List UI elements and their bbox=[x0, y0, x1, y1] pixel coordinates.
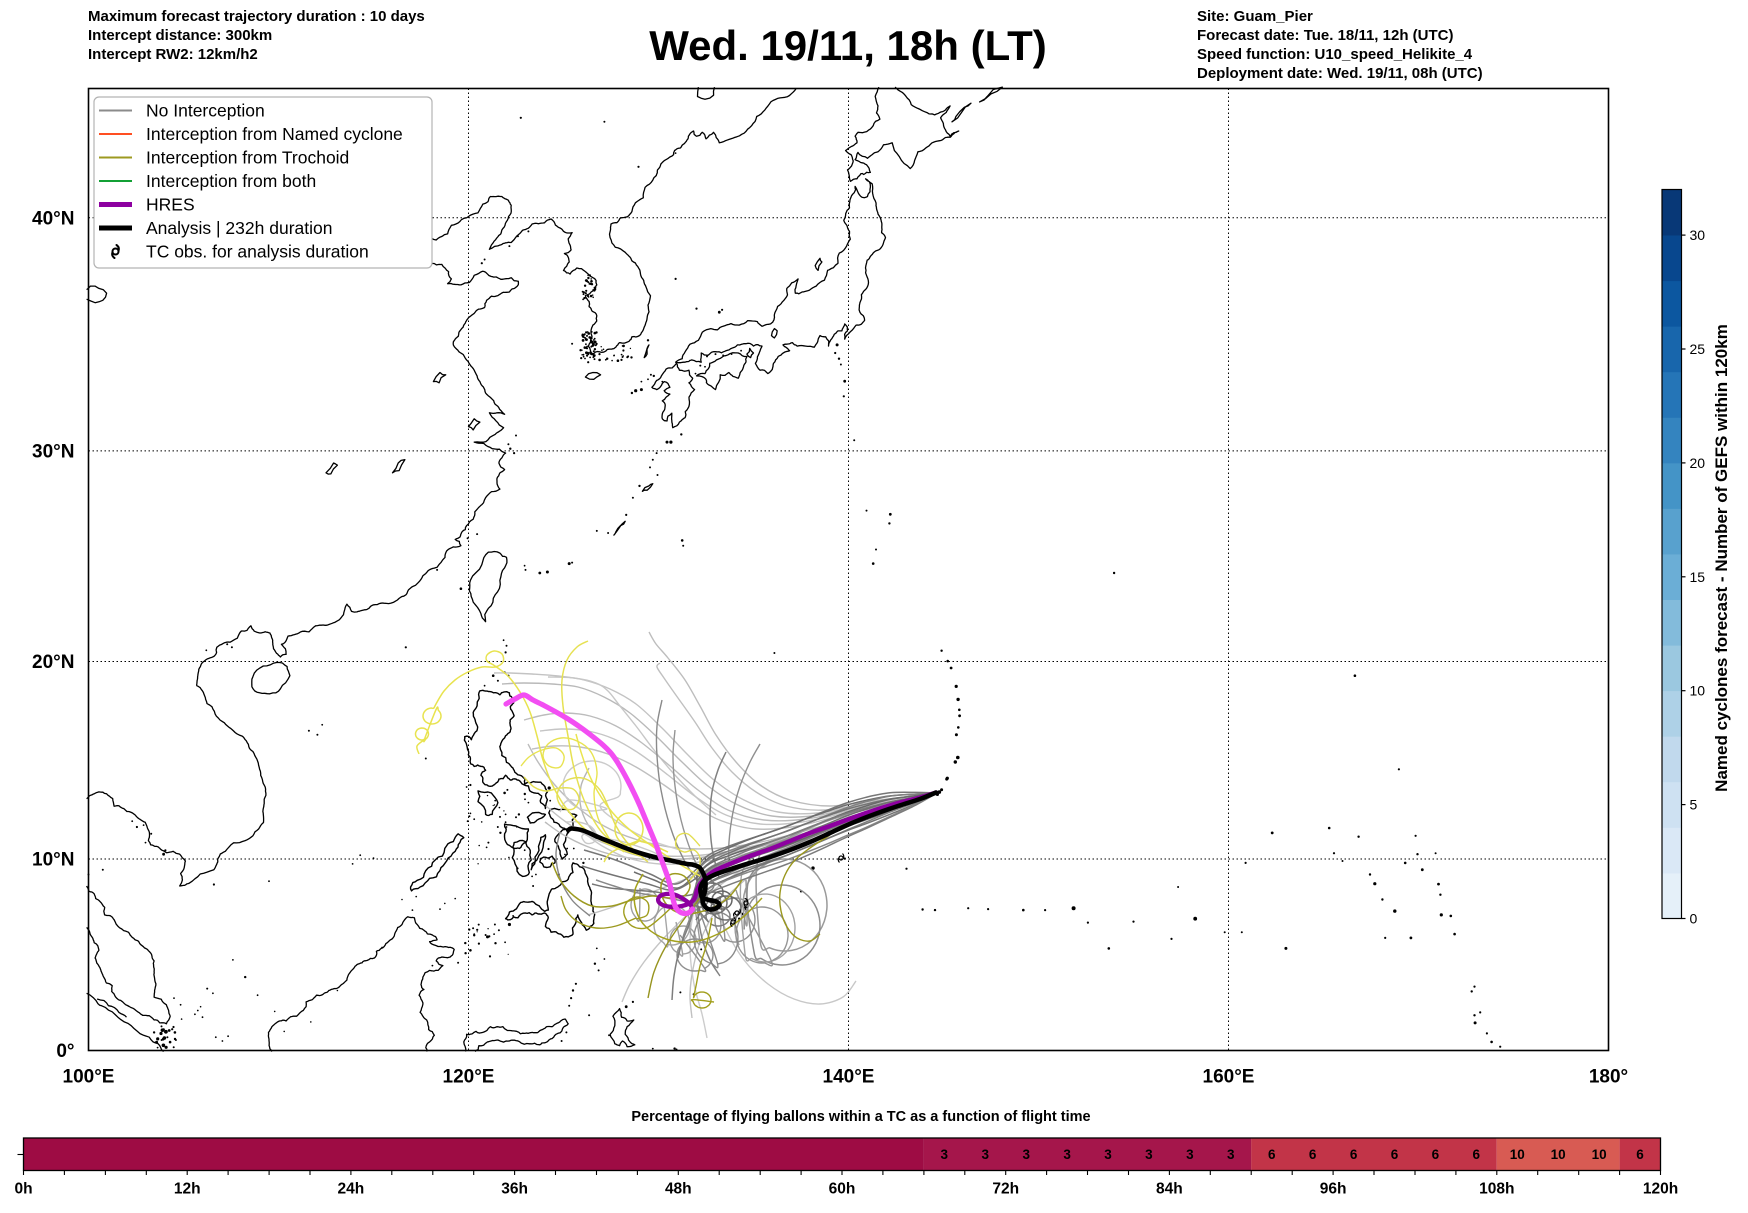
svg-text:Wed. 19/11, 18h (LT): Wed. 19/11, 18h (LT) bbox=[649, 22, 1047, 69]
svg-text:6: 6 bbox=[1268, 1147, 1276, 1162]
svg-text:0°: 0° bbox=[56, 1041, 74, 1062]
svg-text:Percentage of flying ballons w: Percentage of flying ballons within a TC… bbox=[631, 1109, 1090, 1125]
svg-text:3: 3 bbox=[1022, 1147, 1030, 1162]
svg-text:No Interception: No Interception bbox=[146, 101, 265, 121]
svg-text:Interception from Trochoid: Interception from Trochoid bbox=[146, 148, 349, 168]
svg-text:Interception from Named cyclon: Interception from Named cyclone bbox=[146, 124, 403, 144]
svg-text:48h: 48h bbox=[665, 1181, 692, 1198]
svg-text:60h: 60h bbox=[829, 1181, 856, 1198]
svg-text:TC obs. for analysis duration: TC obs. for analysis duration bbox=[146, 242, 369, 262]
svg-text:Deployment date: Wed. 19/11, 0: Deployment date: Wed. 19/11, 08h (UTC) bbox=[1197, 65, 1483, 82]
svg-text:180°: 180° bbox=[1589, 1067, 1628, 1088]
svg-text:15: 15 bbox=[1690, 569, 1706, 585]
svg-text:24h: 24h bbox=[338, 1181, 365, 1198]
svg-text:Named cyclones forecast - Numb: Named cyclones forecast - Number of GEFS… bbox=[1712, 324, 1731, 792]
svg-text:3: 3 bbox=[1104, 1147, 1112, 1162]
svg-text:10°N: 10°N bbox=[32, 850, 74, 871]
svg-text:40°N: 40°N bbox=[32, 208, 74, 229]
svg-text:100°E: 100°E bbox=[63, 1067, 115, 1088]
svg-text:72h: 72h bbox=[992, 1181, 1019, 1198]
svg-text:3: 3 bbox=[1145, 1147, 1153, 1162]
svg-text:36h: 36h bbox=[501, 1181, 528, 1198]
svg-text:Speed function: U10_speed_Heli: Speed function: U10_speed_Helikite_4 bbox=[1197, 46, 1473, 63]
svg-text:140°E: 140°E bbox=[823, 1067, 875, 1088]
svg-text:84h: 84h bbox=[1156, 1181, 1183, 1198]
svg-text:6: 6 bbox=[1473, 1147, 1481, 1162]
svg-text:3: 3 bbox=[1227, 1147, 1235, 1162]
svg-text:20: 20 bbox=[1690, 455, 1706, 471]
svg-text:6: 6 bbox=[1309, 1147, 1317, 1162]
svg-text:3: 3 bbox=[1063, 1147, 1071, 1162]
svg-text:6: 6 bbox=[1432, 1147, 1440, 1162]
svg-text:160°E: 160°E bbox=[1203, 1067, 1255, 1088]
svg-text:0h: 0h bbox=[14, 1181, 32, 1198]
svg-text:10: 10 bbox=[1510, 1147, 1525, 1162]
svg-text:Intercept distance: 300km: Intercept distance: 300km bbox=[88, 27, 272, 44]
svg-text:Maximum forecast trajectory du: Maximum forecast trajectory duration : 1… bbox=[88, 8, 425, 25]
svg-text:20°N: 20°N bbox=[32, 652, 74, 673]
svg-text:Intercept RW2: 12km/h2: Intercept RW2: 12km/h2 bbox=[88, 46, 258, 63]
svg-text:30°N: 30°N bbox=[32, 441, 74, 462]
svg-text:120°E: 120°E bbox=[443, 1067, 495, 1088]
svg-text:6: 6 bbox=[1391, 1147, 1399, 1162]
svg-text:30: 30 bbox=[1690, 227, 1706, 243]
svg-text:10: 10 bbox=[1690, 683, 1706, 699]
svg-text:3: 3 bbox=[1186, 1147, 1194, 1162]
svg-text:Interception from both: Interception from both bbox=[146, 171, 316, 191]
svg-text:10: 10 bbox=[1551, 1147, 1566, 1162]
svg-text:0: 0 bbox=[1690, 911, 1698, 927]
svg-text:25: 25 bbox=[1690, 341, 1706, 357]
svg-text:6: 6 bbox=[1636, 1147, 1644, 1162]
svg-text:3: 3 bbox=[941, 1147, 949, 1162]
svg-text:6: 6 bbox=[1350, 1147, 1358, 1162]
svg-text:12h: 12h bbox=[174, 1181, 201, 1198]
svg-text:Forecast date: Tue. 18/11, 12h: Forecast date: Tue. 18/11, 12h (UTC) bbox=[1197, 27, 1453, 44]
svg-text:HRES: HRES bbox=[146, 195, 195, 215]
svg-text:10: 10 bbox=[1592, 1147, 1607, 1162]
svg-text:3: 3 bbox=[981, 1147, 989, 1162]
svg-text:Analysis | 232h duration: Analysis | 232h duration bbox=[146, 218, 332, 238]
svg-text:Site: Guam_Pier: Site: Guam_Pier bbox=[1197, 8, 1313, 25]
svg-text:108h: 108h bbox=[1479, 1181, 1514, 1198]
svg-text:120h: 120h bbox=[1643, 1181, 1678, 1198]
svg-text:96h: 96h bbox=[1320, 1181, 1347, 1198]
svg-text:5: 5 bbox=[1690, 797, 1698, 813]
